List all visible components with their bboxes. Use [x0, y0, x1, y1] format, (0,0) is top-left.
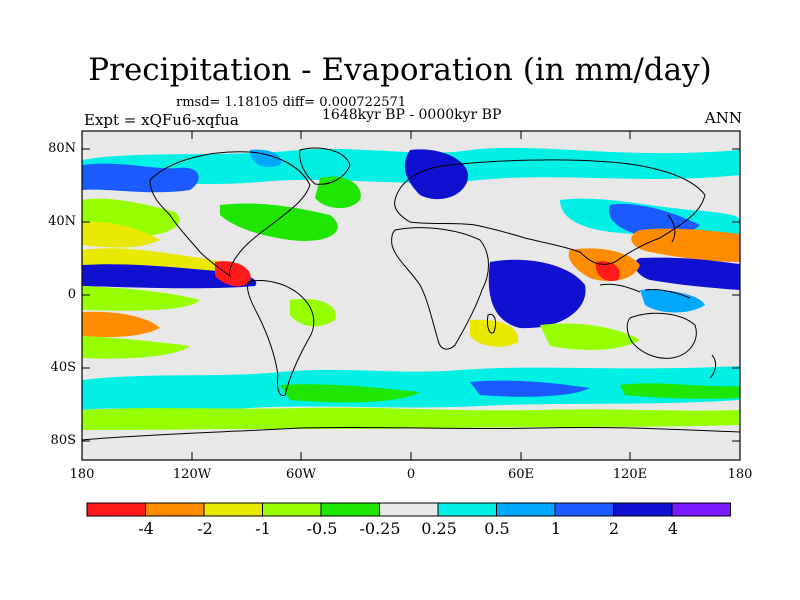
- zone-spac-green: [82, 336, 190, 359]
- lon-label-120w: 120W: [172, 467, 212, 482]
- colorbar-label-3: -1: [255, 519, 271, 538]
- antarctica-coast: [82, 426, 740, 441]
- lon-label-0: 0: [406, 467, 416, 482]
- lat-label-40n: 40N: [48, 214, 76, 229]
- period-text: 1648kyr BP - 0000kyr BP: [322, 107, 502, 123]
- colorbar-box-10: [613, 502, 673, 517]
- zone-southern-ocean-cyan: [82, 366, 740, 410]
- map-title: Precipitation - Evaporation (in mm/day): [88, 52, 712, 88]
- colorbar-box-2: [145, 502, 205, 517]
- zone-south-indian-green: [540, 323, 640, 350]
- zone-pacific-yellow: [82, 221, 160, 248]
- eurasia-coast: [394, 159, 706, 265]
- japan-coast: [667, 214, 676, 243]
- colorbar-label-6: 0.25: [421, 519, 457, 538]
- lon-label-180e: 180: [727, 467, 753, 482]
- coastlines: [82, 147, 740, 441]
- colorbar-box-11: [671, 502, 731, 517]
- colorbar-label-1: -4: [138, 519, 154, 538]
- colorbar-label-4: -0.5: [306, 519, 338, 538]
- zone-north-atlantic-green: [315, 176, 361, 209]
- lat-label-0: 0: [67, 287, 76, 302]
- colorbar-label-7: 0.5: [484, 519, 510, 538]
- zone-maritime-red: [595, 261, 620, 282]
- africa-coast: [391, 227, 489, 350]
- australia-coast: [626, 312, 697, 359]
- greenland-coast: [299, 147, 351, 185]
- zone-equator-green: [82, 286, 200, 311]
- lon-label-180w: 180: [69, 467, 95, 482]
- zone-antarctic-margin: [82, 407, 740, 431]
- south-america-coast: [247, 280, 315, 397]
- lon-label-60e: 60E: [507, 467, 535, 482]
- madagascar-coast: [487, 313, 497, 334]
- north-america-coast: [149, 151, 311, 278]
- colorbar-label-2: -2: [197, 519, 213, 538]
- experiment-label: Expt = xQFu6-xqfua: [84, 111, 239, 129]
- colorbar-box-5: [320, 502, 380, 517]
- stats-text: rmsd= 1.18105 diff= 0.000722571: [176, 95, 407, 110]
- colorbar-label-5: -0.25: [359, 519, 401, 538]
- zone-png-blue: [640, 289, 705, 313]
- zone-npac-orange: [631, 228, 740, 262]
- zone-itcz-west-pacific: [634, 257, 740, 290]
- zone-so-pacific-green: [620, 383, 740, 399]
- colorbar-box-6: [379, 502, 439, 517]
- zone-norway-blue: [404, 149, 469, 200]
- colorbar-box-8: [496, 502, 556, 517]
- maritime-continent-coast: [599, 283, 691, 299]
- lat-label-40s: 40S: [50, 360, 76, 375]
- zone-kuroshio-blue: [609, 204, 700, 237]
- zone-madagascar-yellow: [470, 319, 519, 347]
- lon-ticks: [81, 131, 741, 460]
- zone-central-america-red: [215, 261, 251, 287]
- precip-evap-field: [82, 131, 740, 460]
- season-label: ANN: [704, 109, 742, 127]
- zone-sepac-orange: [82, 311, 160, 338]
- zone-so-atlantic-green: [280, 384, 420, 403]
- colorbar-box-7: [437, 502, 497, 517]
- lon-label-120e: 120E: [612, 467, 648, 482]
- zone-greenland-sea: [250, 149, 281, 167]
- colorbar-label-10: 4: [667, 519, 679, 538]
- lat-ticks: [82, 148, 740, 442]
- colorbar-label-8: 1: [550, 519, 562, 538]
- colorbar-box-3: [203, 502, 263, 517]
- lon-label-60w: 60W: [286, 467, 316, 482]
- zone-north-pacific-blue: [82, 163, 199, 193]
- zone-atlantic-midlat-green: [220, 203, 338, 241]
- colorbar-box-9: [554, 502, 614, 517]
- colorbar-label-9: 2: [608, 519, 620, 538]
- zone-itcz-pacific: [82, 264, 257, 289]
- colorbar-box-4: [262, 502, 322, 517]
- colorbar-box-1: [86, 502, 146, 517]
- colorbar: [86, 502, 731, 517]
- lat-label-80n: 80N: [48, 141, 76, 156]
- zone-indian-ocean-blue: [488, 259, 586, 329]
- zone-so-indian-blue: [470, 380, 590, 397]
- lat-label-80s: 80S: [50, 433, 76, 448]
- new-zealand-coast: [709, 354, 717, 379]
- zone-antarctica: [82, 428, 740, 460]
